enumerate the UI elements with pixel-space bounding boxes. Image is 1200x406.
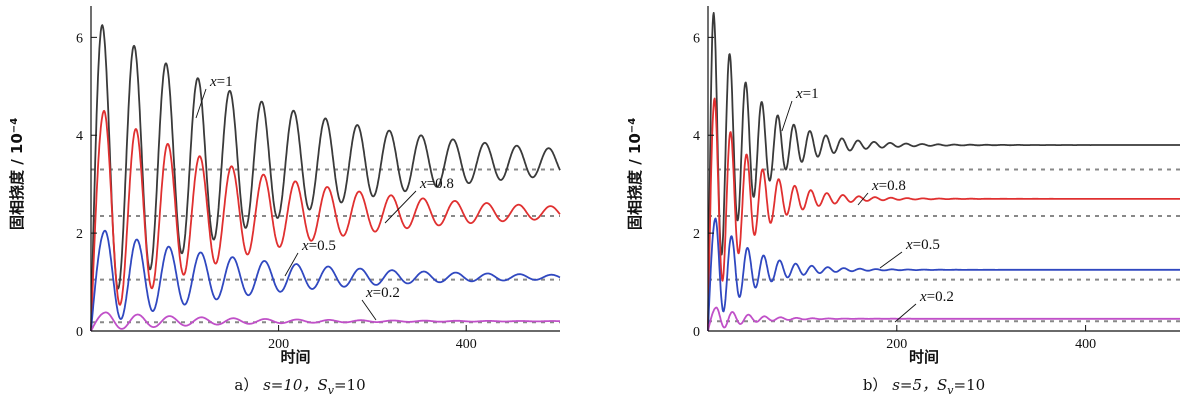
caption-subscript: v	[328, 384, 335, 397]
x-axis-label: 时间	[280, 348, 310, 366]
series-label-value: =0.5	[913, 237, 940, 253]
series-label-x=0.2: x=0.2	[919, 289, 954, 305]
y-tick-label: 6	[76, 31, 83, 46]
series-label-value: =0.5	[309, 238, 336, 254]
series-line-x=0.8	[707, 97, 1181, 332]
y-axis-label-exponent: −4	[9, 118, 20, 133]
caption-value: =10	[334, 376, 366, 394]
y-axis-label: 固相挠度 / 10−4	[8, 118, 26, 230]
series-label-var: x	[365, 285, 373, 301]
caption-prefix: a）	[234, 376, 263, 394]
annotation-leader	[857, 192, 869, 206]
x-tick-label: 200	[268, 337, 289, 352]
y-tick-label: 2	[76, 227, 83, 242]
panel-caption: b） s=5，Sv=10	[863, 376, 985, 397]
series-label-var: x	[871, 178, 879, 194]
annotation-leader	[361, 299, 377, 321]
annotation-leader	[284, 252, 299, 277]
series-label-var: x	[919, 289, 927, 305]
series-line-x=0.5	[90, 229, 561, 332]
y-tick-label: 4	[693, 129, 700, 144]
x-tick-label: 400	[1075, 337, 1096, 352]
x-tick-label: 200	[886, 337, 907, 352]
series-line-x=1	[90, 24, 561, 332]
series-label-value: =0.2	[927, 289, 954, 305]
x-tick-label: 400	[456, 337, 477, 352]
series-line-x=0.5	[707, 217, 1181, 332]
series-label-var: x	[795, 86, 803, 102]
annotation-leader	[384, 190, 417, 224]
series-label-x=1: x=1	[795, 86, 819, 102]
y-tick-label: 6	[693, 31, 700, 46]
series-label-value: =0.2	[373, 285, 400, 301]
y-tick-label: 0	[76, 325, 83, 340]
y-tick-label: 0	[693, 325, 700, 340]
y-axis-label: 固相挠度 / 10−4	[626, 118, 644, 230]
series-label-value: =1	[803, 86, 819, 102]
series-line-x=0.2	[90, 311, 561, 332]
series-label-x=1: x=1	[209, 74, 233, 90]
y-tick-label: 2	[693, 227, 700, 242]
annotation-leader	[195, 88, 207, 119]
series-label-var: x	[419, 176, 427, 192]
caption-params: s=5，S	[892, 376, 947, 394]
series-label-var: x	[209, 74, 217, 90]
x-axis-label: 时间	[909, 348, 939, 366]
annotation-leader	[781, 100, 793, 132]
series-label-x=0.8: x=0.8	[419, 176, 454, 192]
series-label-x=0.2: x=0.2	[365, 285, 400, 301]
series-label-x=0.8: x=0.8	[871, 178, 906, 194]
series-label-x=0.5: x=0.5	[905, 237, 940, 253]
panel-caption: a） s=10，Sv=10	[234, 376, 365, 397]
series-label-value: =0.8	[879, 178, 906, 194]
y-axis-label-exponent: −4	[627, 118, 638, 133]
caption-prefix: b）	[863, 376, 892, 394]
y-tick-label: 4	[76, 129, 83, 144]
caption-subscript: v	[947, 384, 954, 397]
series-label-var: x	[301, 238, 309, 254]
caption-params: s=10，S	[263, 376, 328, 394]
series-label-value: =1	[217, 74, 233, 90]
series-line-x=1	[707, 11, 1181, 332]
annotation-leader	[879, 251, 903, 269]
series-line-x=0.2	[707, 306, 1181, 332]
series-label-value: =0.8	[427, 176, 454, 192]
series-label-x=0.5: x=0.5	[301, 238, 336, 254]
series-label-var: x	[905, 237, 913, 253]
annotation-leader	[894, 303, 917, 323]
series-line-x=0.8	[90, 109, 561, 332]
caption-value: =10	[954, 376, 986, 394]
